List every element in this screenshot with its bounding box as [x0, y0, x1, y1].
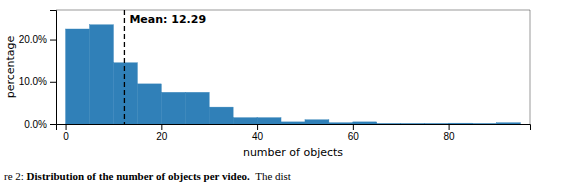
y-axis: 0.0% 10.0% 20.0%: [19, 11, 57, 130]
y-tick-label: 0.0%: [24, 119, 47, 130]
bar: [137, 84, 161, 124]
x-tick: 80: [444, 124, 456, 142]
y-tick-mark: [50, 82, 56, 83]
x-tick-mark: [353, 124, 354, 130]
chart: 0 20 40 60 80 0.0% 10.0% 20.0% Mean: 12.29 number…: [0, 0, 570, 186]
y-tick: 20.0%: [19, 34, 56, 45]
mean-line: [124, 10, 125, 124]
bar: [257, 118, 281, 124]
x-tick-label: 80: [444, 131, 456, 142]
caption-part: The dist: [250, 170, 291, 182]
y-tick-mark: [50, 124, 56, 125]
bar: [496, 123, 520, 124]
x-axis: 0 20 40 60 80: [57, 124, 531, 142]
bar: [353, 122, 377, 124]
y-tick: 0.0%: [24, 119, 56, 130]
caption-part: re 2:: [4, 170, 27, 182]
bar: [281, 122, 305, 124]
x-tick-mark: [449, 124, 450, 130]
bar: [425, 123, 449, 124]
x-tick: 20: [156, 124, 168, 142]
frame-top: [56, 10, 530, 11]
bar: [329, 123, 353, 124]
x-tick-label: 60: [348, 131, 360, 142]
x-tick-mark: [257, 124, 258, 130]
x-tick: 60: [348, 124, 360, 142]
bar: [473, 123, 497, 124]
bar: [161, 92, 185, 124]
y-axis-line: [50, 11, 57, 125]
x-tick-label: 0: [63, 131, 69, 142]
y-axis-title: percentage: [4, 35, 17, 98]
x-tick: 0: [63, 124, 69, 142]
bar: [305, 120, 329, 124]
bar: [377, 123, 401, 124]
bar: [113, 63, 137, 124]
bar: [90, 25, 114, 124]
plot: 0 20 40 60 80 0.0% 10.0% 20.0% Mean: 12.29: [19, 10, 531, 142]
x-axis-line: [57, 125, 531, 131]
x-tick-label: 20: [156, 131, 168, 142]
bar: [66, 29, 90, 124]
bar: [209, 107, 233, 124]
caption: re 2: Distribution of the number of obje…: [4, 170, 291, 182]
y-tick-label: 10.0%: [19, 76, 47, 87]
x-tick: 40: [252, 124, 264, 142]
bar: [185, 92, 209, 124]
x-tick-mark: [161, 124, 162, 130]
x-tick-label: 40: [252, 131, 264, 142]
x-axis-title: number of objects: [243, 146, 343, 159]
y-tick: 10.0%: [19, 76, 56, 87]
marks: [66, 10, 521, 124]
bar: [233, 118, 257, 124]
bar: [401, 123, 425, 124]
mean-label: Mean: 12.29: [129, 13, 206, 26]
x-tick-mark: [66, 124, 67, 130]
y-tick-mark: [50, 40, 56, 41]
y-tick-label: 20.0%: [19, 34, 47, 45]
caption-bold: Distribution of the number of objects pe…: [27, 170, 251, 182]
bar: [449, 123, 473, 124]
frame-right: [530, 10, 531, 124]
